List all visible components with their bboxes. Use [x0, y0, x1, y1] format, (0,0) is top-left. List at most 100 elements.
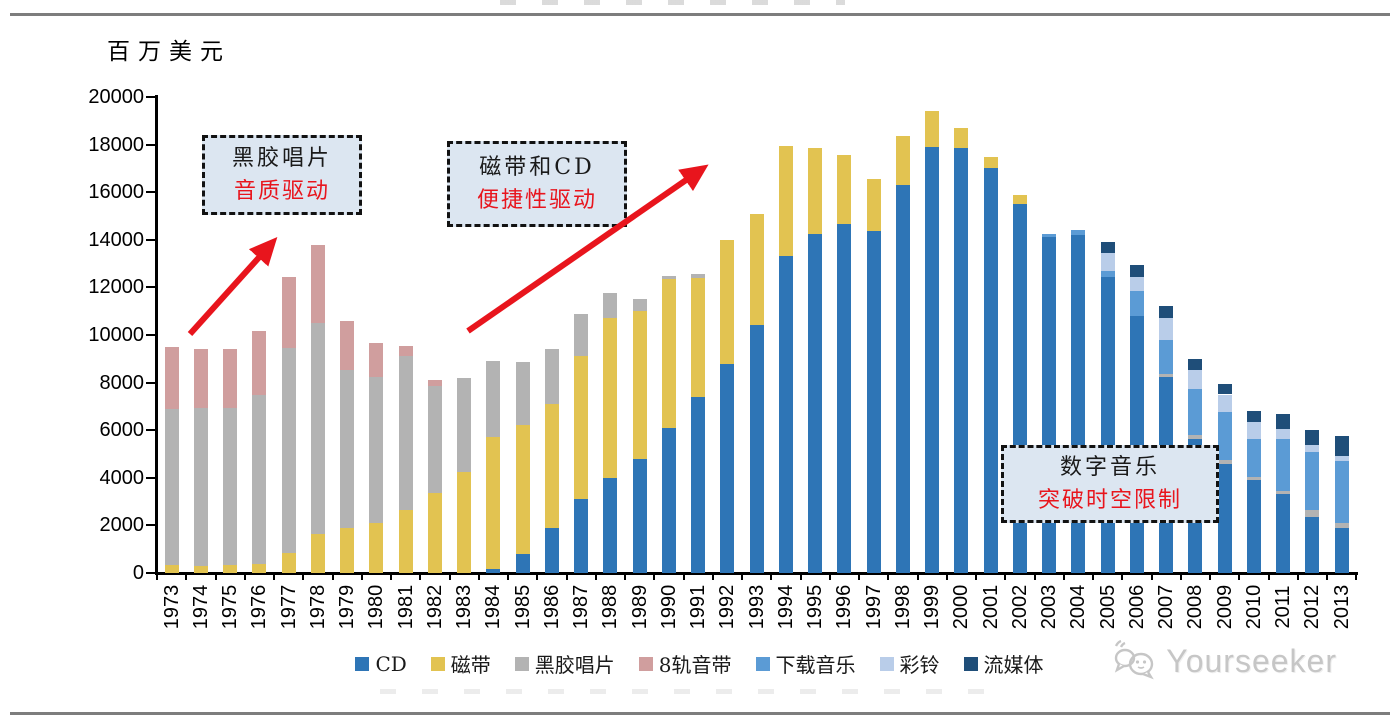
bar-1974-黑胶唱片-segment — [193, 407, 208, 566]
annotation-cassette-cd-era: 磁带和CD 便捷性驱动 — [447, 141, 627, 227]
bar-1973-黑胶唱片-segment — [164, 408, 179, 565]
bar-2008-黑胶唱片-segment — [1188, 434, 1203, 439]
x-tick — [653, 573, 656, 580]
y-tick-label: 2000 — [99, 514, 145, 537]
y-tick-label: 14000 — [88, 228, 144, 251]
bar-2002-磁带-segment — [1012, 194, 1027, 205]
y-tick-label: 20000 — [88, 86, 144, 108]
x-tick — [1033, 573, 1036, 580]
x-tick-label: 2001 — [979, 584, 1002, 630]
x-tick — [1296, 573, 1299, 580]
bar-1990-CD-segment — [661, 427, 676, 573]
bar-2005-下载音乐-segment — [1100, 270, 1115, 277]
bar-1993-CD-segment — [749, 325, 764, 573]
bar-1975-8轨音带-segment — [223, 349, 238, 409]
legend-label: 8轨音带 — [658, 653, 732, 677]
bar-1983-黑胶唱片-segment — [457, 377, 472, 472]
bar-2001-磁带-segment — [983, 156, 998, 169]
bar-1989-磁带-segment — [632, 311, 647, 459]
y-tick-label: 4000 — [99, 466, 145, 489]
bar-1987-磁带-segment — [574, 356, 589, 500]
bar-1996-CD-segment — [837, 224, 852, 573]
bar-2013-黑胶唱片-segment — [1334, 522, 1349, 529]
cropped-text-artifact-top — [500, 0, 845, 5]
x-tick — [360, 573, 363, 580]
legend-label: CD — [375, 651, 407, 676]
y-tick-label: 6000 — [99, 419, 145, 442]
x-tick — [1004, 573, 1007, 580]
x-tick-label: 1998 — [891, 584, 914, 630]
legend-item-流媒体: 流媒体 — [963, 649, 1044, 678]
bar-1999-CD-segment — [925, 146, 940, 573]
x-tick — [507, 573, 509, 580]
x-tick-label: 1991 — [687, 584, 710, 630]
x-tick-label: 1993 — [745, 584, 768, 630]
bar-2013-彩铃-segment — [1334, 455, 1349, 462]
y-tick-label: 10000 — [88, 324, 144, 346]
bar-1974-8轨音带-segment — [193, 349, 208, 408]
bar-1985-磁带-segment — [515, 425, 530, 554]
bar-1977-磁带-segment — [281, 552, 296, 573]
x-tick-label: 1994 — [774, 584, 797, 630]
bar-1976-黑胶唱片-segment — [252, 395, 267, 565]
bar-2009-黑胶唱片-segment — [1217, 459, 1232, 464]
bar-2008-下载音乐-segment — [1188, 388, 1203, 435]
x-tick — [858, 573, 860, 580]
y-tick — [146, 429, 155, 432]
bar-1976-8轨音带-segment — [252, 331, 267, 396]
y-tick — [146, 143, 155, 146]
bar-1977-黑胶唱片-segment — [281, 348, 296, 553]
legend-label: 磁带 — [450, 653, 491, 677]
y-tick — [146, 524, 155, 527]
x-tick — [214, 573, 217, 580]
bar-1982-磁带-segment — [427, 493, 442, 573]
annotation-vinyl-era: 黑胶唱片 音质驱动 — [202, 135, 362, 215]
annotation-title: 磁带和CD — [479, 155, 595, 180]
y-tick — [146, 334, 155, 336]
bar-1981-黑胶唱片-segment — [398, 356, 413, 510]
bar-1978-8轨音带-segment — [310, 244, 325, 324]
bar-1990-磁带-segment — [661, 279, 676, 428]
bar-1988-磁带-segment — [603, 318, 618, 478]
bar-1989-CD-segment — [632, 458, 647, 573]
x-tick-label: 1982 — [423, 584, 446, 630]
legend-item-CD: CD — [355, 651, 407, 676]
legend-swatch — [430, 656, 445, 671]
annotation-subtitle: 便捷性驱动 — [476, 188, 597, 213]
bar-1977-8轨音带-segment — [281, 276, 296, 349]
x-tick-label: 1978 — [306, 584, 329, 630]
x-tick-label: 1975 — [219, 584, 242, 630]
x-tick-label: 1987 — [570, 584, 593, 630]
bar-2013-下载音乐-segment — [1334, 461, 1349, 523]
bar-2000-磁带-segment — [954, 127, 969, 149]
chart-legend: CD 磁带 黑胶唱片 8轨音带 下载音乐 彩铃 流媒体 — [0, 649, 1399, 678]
bar-1978-磁带-segment — [310, 533, 325, 573]
x-tick — [390, 573, 392, 580]
x-tick — [331, 573, 334, 580]
legend-item-下载音乐: 下载音乐 — [755, 649, 856, 678]
bar-2011-下载音乐-segment — [1276, 438, 1291, 491]
annotation-digital-era: 数字音乐 突破时空限制 — [1001, 445, 1219, 523]
legend-label: 彩铃 — [899, 653, 940, 677]
x-tick-label: 1979 — [336, 584, 359, 630]
bar-1991-黑胶唱片-segment — [691, 274, 706, 278]
bar-1975-黑胶唱片-segment — [223, 408, 238, 566]
bar-1982-黑胶唱片-segment — [427, 386, 442, 494]
x-tick — [536, 573, 539, 580]
legend-swatch — [963, 656, 978, 671]
x-tick-label: 1980 — [365, 584, 388, 630]
x-tick-label: 1985 — [511, 584, 534, 630]
bottom-rule — [10, 712, 1390, 715]
x-tick-label: 1999 — [921, 584, 944, 630]
legend-item-彩铃: 彩铃 — [879, 649, 940, 678]
x-tick — [741, 573, 743, 580]
y-tick — [146, 381, 155, 384]
bar-1994-磁带-segment — [778, 145, 793, 257]
bar-1979-黑胶唱片-segment — [340, 369, 355, 528]
x-tick-label: 2000 — [950, 584, 973, 630]
bar-1981-磁带-segment — [398, 509, 413, 573]
legend-swatch — [755, 656, 770, 671]
y-tick-label: 16000 — [88, 181, 144, 204]
bar-2006-彩铃-segment — [1129, 276, 1144, 291]
wechat-icon — [1115, 640, 1155, 680]
